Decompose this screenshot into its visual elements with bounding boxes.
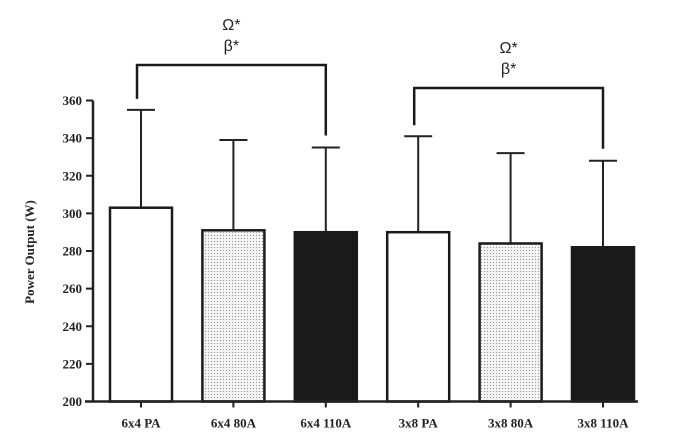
bar	[570, 245, 636, 403]
y-axis: 200 220 240 260 280 300 320 340 360	[63, 93, 95, 409]
y-tick-label: 220	[63, 356, 83, 371]
y-tick-label: 320	[63, 168, 83, 183]
x-axis: 6x4 PA 6x4 80A 6x4 110A 3x8 PA 3x8 80A 3x8 11…	[85, 400, 638, 431]
bars	[108, 108, 636, 403]
significance-label: β*	[224, 38, 239, 55]
y-tick-label: 280	[63, 244, 83, 259]
significance-label: β*	[501, 61, 516, 78]
y-tick-label: 200	[63, 394, 83, 409]
x-tick-label: 6x4 80A	[211, 416, 257, 431]
x-tick-label: 3x8 80A	[488, 416, 534, 431]
y-tick-label: 360	[63, 93, 83, 108]
x-tick-label: 3x8 PA	[399, 416, 439, 431]
significance-label: Ω*	[500, 40, 518, 57]
y-tick-label: 300	[63, 206, 83, 221]
y-tick-label: 340	[63, 131, 83, 146]
annotations: Ω* β* Ω* β*	[135, 17, 605, 149]
significance-bracket	[412, 86, 605, 149]
y-tick-label: 240	[63, 319, 83, 334]
x-tick-label: 3x8 110A	[578, 416, 630, 431]
bar	[385, 230, 451, 403]
x-tick-label: 6x4 110A	[300, 416, 352, 431]
bar	[478, 242, 543, 403]
x-tick-label: 6x4 PA	[121, 416, 161, 431]
y-tick-label: 260	[63, 281, 83, 296]
significance-bracket	[135, 63, 328, 136]
bar	[201, 229, 266, 403]
bar	[293, 230, 359, 403]
y-axis-label: Power Output (W)	[22, 200, 37, 304]
significance-label: Ω*	[222, 17, 240, 34]
bar	[108, 206, 174, 403]
